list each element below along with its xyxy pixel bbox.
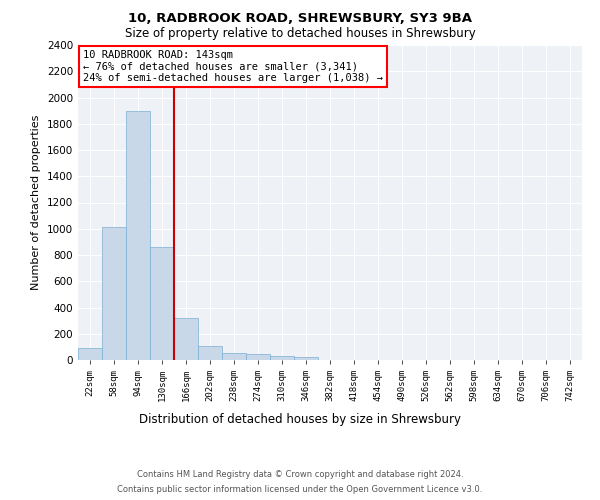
Text: 10, RADBROOK ROAD, SHREWSBURY, SY3 9BA: 10, RADBROOK ROAD, SHREWSBURY, SY3 9BA — [128, 12, 472, 26]
Bar — [126, 110, 150, 360]
Bar — [174, 318, 198, 360]
Bar — [222, 354, 246, 360]
Bar — [198, 346, 222, 360]
Bar — [150, 247, 174, 360]
Text: Contains public sector information licensed under the Open Government Licence v3: Contains public sector information licen… — [118, 485, 482, 494]
Text: Size of property relative to detached houses in Shrewsbury: Size of property relative to detached ho… — [125, 28, 475, 40]
Y-axis label: Number of detached properties: Number of detached properties — [31, 115, 41, 290]
Bar — [78, 348, 102, 360]
Bar — [246, 354, 270, 360]
Text: 10 RADBROOK ROAD: 143sqm
← 76% of detached houses are smaller (3,341)
24% of sem: 10 RADBROOK ROAD: 143sqm ← 76% of detach… — [83, 50, 383, 83]
Text: Distribution of detached houses by size in Shrewsbury: Distribution of detached houses by size … — [139, 412, 461, 426]
Text: Contains HM Land Registry data © Crown copyright and database right 2024.: Contains HM Land Registry data © Crown c… — [137, 470, 463, 479]
Bar — [294, 358, 318, 360]
Bar — [270, 356, 294, 360]
Bar — [102, 228, 126, 360]
